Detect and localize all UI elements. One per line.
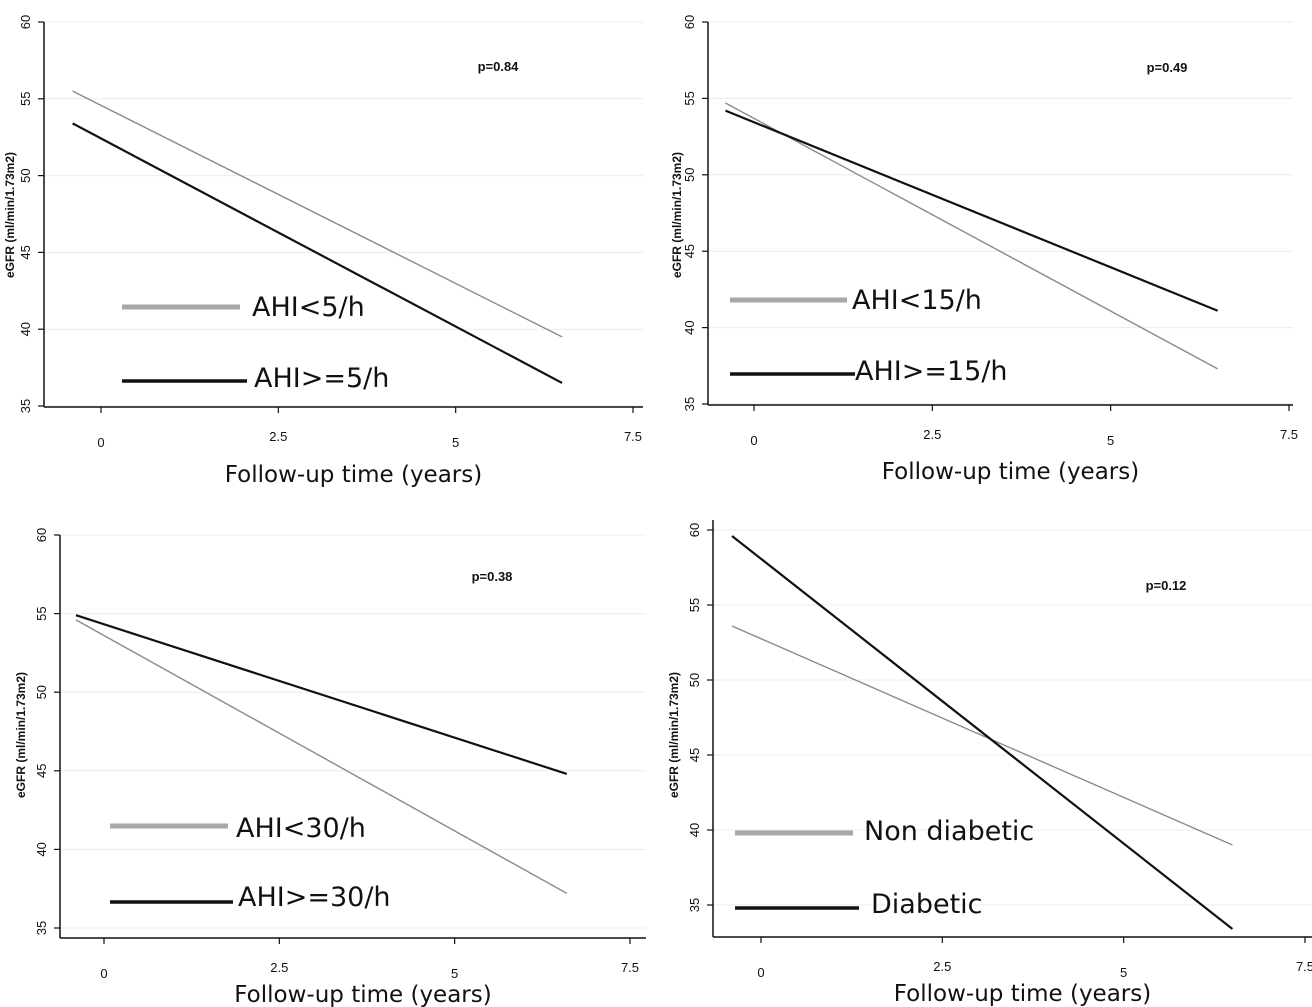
- p-value-annotation: p=0.49: [1147, 60, 1188, 75]
- legend-label: AHI>=30/h: [238, 882, 391, 913]
- y-tick-label: 50: [687, 673, 702, 687]
- y-tick-label: 35: [18, 399, 33, 413]
- x-tick-label: 2.5: [933, 959, 951, 974]
- legend-label: AHI<15/h: [852, 285, 982, 316]
- y-tick-label: 50: [18, 168, 33, 182]
- series-line: [725, 109, 1219, 312]
- p-value-annotation: p=0.84: [478, 59, 520, 74]
- y-tick-label: 55: [18, 92, 33, 106]
- legend-label: AHI>=15/h: [855, 356, 1008, 387]
- y-tick-label: 45: [687, 748, 702, 762]
- x-tick-label: 5: [452, 435, 459, 450]
- x-tick-label: 7.5: [621, 960, 639, 975]
- x-tick-label: 0: [100, 966, 107, 981]
- series-line: [72, 122, 563, 384]
- x-tick-label: 2.5: [269, 429, 287, 444]
- x-axis-label: Follow-up time (years): [234, 982, 491, 1007]
- x-axis-label: Follow-up time (years): [225, 462, 482, 488]
- y-axis-label: eGFR (ml/min/1.73m2): [667, 672, 681, 798]
- y-tick-label: 40: [18, 322, 33, 336]
- series-line: [725, 102, 1218, 370]
- y-axis-label: eGFR (ml/min/1.73m2): [14, 672, 28, 798]
- series-line: [75, 614, 568, 775]
- y-tick-label: 50: [682, 168, 697, 182]
- x-axis-label: Follow-up time (years): [882, 459, 1139, 485]
- legend-label: Diabetic: [871, 889, 983, 920]
- series-line: [75, 619, 568, 895]
- y-tick-label: 50: [34, 685, 49, 699]
- legend-label: AHI>=5/h: [254, 363, 389, 394]
- series-line: [731, 535, 1234, 930]
- p-value-annotation: p=0.38: [472, 569, 513, 584]
- y-tick-label: 55: [34, 606, 49, 620]
- y-tick-label: 35: [682, 397, 697, 411]
- y-tick-label: 60: [682, 15, 697, 29]
- y-tick-label: 60: [18, 15, 33, 29]
- y-tick-label: 40: [687, 823, 702, 837]
- y-tick-label: 40: [34, 842, 49, 856]
- x-tick-label: 7.5: [624, 429, 642, 444]
- y-tick-label: 35: [687, 898, 702, 912]
- y-tick-label: 60: [687, 523, 702, 537]
- y-tick-label: 55: [687, 598, 702, 612]
- legend-label: AHI<5/h: [252, 292, 365, 323]
- series-line: [731, 625, 1233, 846]
- legend-label: Non diabetic: [864, 816, 1034, 847]
- y-axis-label: eGFR (ml/min/1.73m2): [670, 152, 684, 278]
- x-tick-label: 0: [97, 435, 104, 450]
- x-tick-label: 2.5: [270, 960, 288, 975]
- y-tick-label: 35: [34, 921, 49, 935]
- x-tick-label: 5: [451, 966, 458, 981]
- y-tick-label: 45: [34, 764, 49, 778]
- x-tick-label: 0: [750, 433, 757, 448]
- x-axis-label: Follow-up time (years): [894, 981, 1151, 1007]
- y-tick-label: 40: [682, 320, 697, 334]
- y-tick-label: 45: [18, 245, 33, 259]
- series-line: [72, 90, 563, 338]
- x-tick-label: 5: [1107, 433, 1114, 448]
- y-tick-label: 60: [34, 528, 49, 542]
- y-tick-label: 55: [682, 91, 697, 105]
- y-tick-label: 45: [682, 244, 697, 258]
- x-tick-label: 7.5: [1296, 959, 1312, 974]
- x-tick-label: 5: [1120, 965, 1127, 980]
- p-value-annotation: p=0.12: [1146, 578, 1187, 593]
- x-tick-label: 0: [757, 965, 764, 980]
- legend-label: AHI<30/h: [236, 813, 366, 844]
- y-axis-label: eGFR (ml/min/1.73m2): [3, 152, 17, 278]
- x-tick-label: 2.5: [923, 427, 941, 442]
- x-tick-label: 7.5: [1280, 427, 1298, 442]
